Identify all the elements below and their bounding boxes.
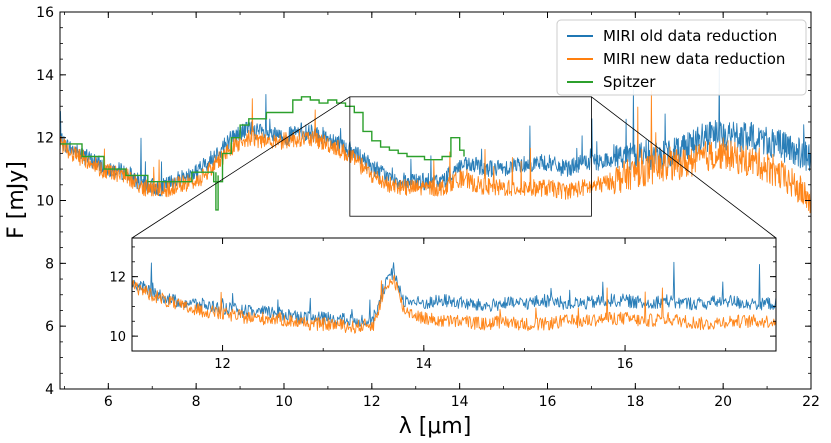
main-x-tick-label: 20 bbox=[714, 394, 732, 410]
main-x-tick-label: 6 bbox=[104, 394, 113, 410]
inset-series-miri-new-line bbox=[132, 274, 776, 334]
main-y-tick-label: 12 bbox=[36, 131, 54, 147]
main-series-miri-new-line bbox=[60, 90, 811, 214]
legend-label: MIRI old data reduction bbox=[603, 27, 777, 45]
zoom-connector-left bbox=[131, 96, 351, 239]
zoom-connector-right bbox=[591, 96, 777, 239]
inset-series-miri-old-line bbox=[132, 261, 776, 327]
inset-y-tick-label: 10 bbox=[109, 330, 126, 345]
main-axes: 6 8 10 12 14 16 18 20 22 4 6 8 10 12 14 16 bbox=[36, 5, 820, 410]
inset-data-layer bbox=[132, 261, 776, 334]
inset-x-tick-label: 16 bbox=[617, 357, 634, 372]
zoom-box bbox=[349, 96, 592, 217]
main-y-tick-label: 10 bbox=[36, 194, 54, 210]
main-series-miri-old-line bbox=[60, 64, 811, 197]
inset-x-tick-label: 12 bbox=[214, 357, 231, 372]
x-axis-label: λ [μm] bbox=[399, 414, 472, 439]
main-x-tick-label: 8 bbox=[192, 394, 201, 410]
inset-x-tick-label: 14 bbox=[416, 357, 433, 372]
legend-label: MIRI new data reduction bbox=[603, 50, 785, 68]
main-series-spitzer-notch bbox=[215, 172, 219, 211]
main-x-tick-label: 18 bbox=[626, 394, 644, 410]
main-y-tick-label: 6 bbox=[45, 319, 54, 335]
inset-background bbox=[132, 238, 776, 351]
main-y-tick-label: 14 bbox=[36, 68, 54, 84]
main-series-spitzer-line bbox=[60, 96, 465, 183]
legend: MIRI old data reduction MIRI new data red… bbox=[556, 19, 807, 96]
inset-frame bbox=[131, 237, 777, 352]
main-y-tick-label: 8 bbox=[45, 256, 54, 272]
main-data-layer bbox=[60, 64, 811, 214]
inset-axes: 12 14 16 10 12 bbox=[109, 237, 777, 372]
main-x-tick-label: 22 bbox=[802, 394, 820, 410]
legend-label: Spitzer bbox=[603, 73, 656, 91]
y-axis-label: F [mJy] bbox=[4, 161, 29, 239]
main-x-tick-label: 14 bbox=[451, 394, 469, 410]
main-y-tick-label: 16 bbox=[36, 5, 54, 21]
main-x-tick-label: 12 bbox=[363, 394, 381, 410]
legend-box bbox=[556, 19, 807, 96]
main-x-tick-label: 16 bbox=[539, 394, 557, 410]
main-y-tick-label: 4 bbox=[45, 382, 54, 398]
main-x-tick-label: 10 bbox=[275, 394, 293, 410]
inset-y-tick-label: 12 bbox=[109, 271, 126, 286]
zoom-layer bbox=[131, 96, 777, 239]
